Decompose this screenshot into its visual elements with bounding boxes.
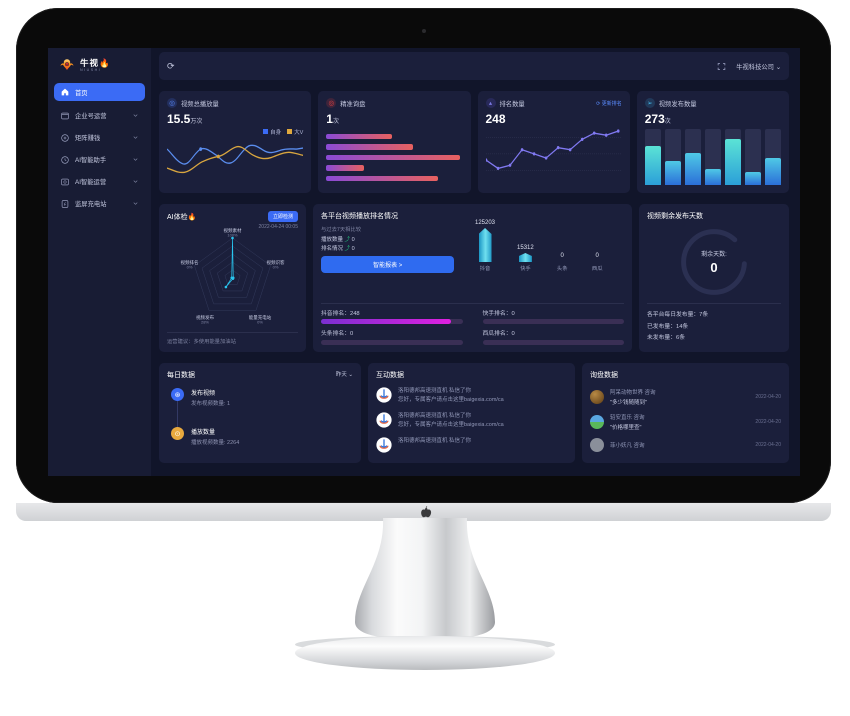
svg-text:0%: 0% xyxy=(257,320,263,325)
svg-text:28%: 28% xyxy=(201,320,209,325)
svg-text:0%: 0% xyxy=(273,265,279,270)
svg-text:0%: 0% xyxy=(187,265,193,270)
svg-text:100%: 100% xyxy=(227,233,238,238)
